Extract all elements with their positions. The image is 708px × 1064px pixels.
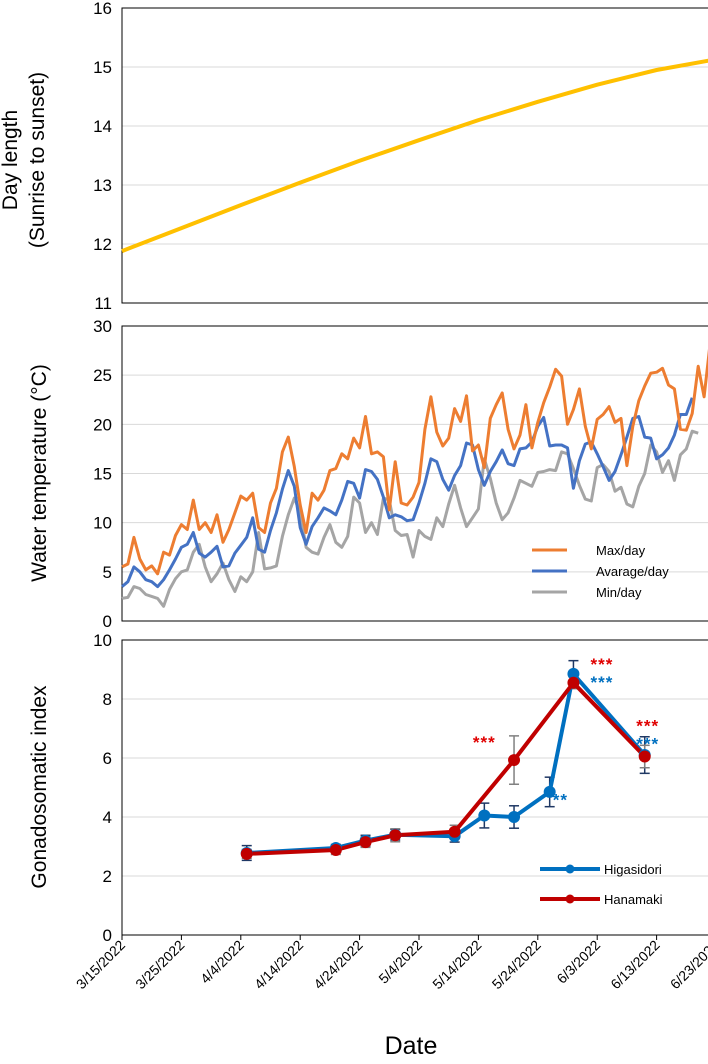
- hanamaki-point: [638, 750, 651, 763]
- legend-higasidori-marker: [565, 864, 575, 874]
- significance-stars: ***: [473, 733, 496, 752]
- x-tick-label: 3/25/2022: [132, 937, 188, 993]
- gsi-legend: Higasidori Hanamaki: [540, 862, 663, 907]
- higasidori-line: [246, 671, 647, 855]
- significance-stars: ***: [636, 734, 659, 753]
- y-tick-label: 11: [94, 294, 112, 313]
- y-tick-label: 6: [103, 749, 112, 768]
- x-tick-label: 4/4/2022: [197, 937, 247, 987]
- higasidori-point: [567, 667, 580, 680]
- x-tick-label: 3/15/2022: [73, 937, 129, 993]
- max-temp-line: [121, 348, 708, 576]
- water-temperature-ylabel: Water temperature (°C): [28, 364, 51, 582]
- y-tick-label: 25: [93, 366, 112, 385]
- y-tick-label: 12: [93, 235, 112, 254]
- hanamaki-point: [567, 676, 580, 689]
- x-tick-label: 6/13/2022: [607, 937, 663, 993]
- hanamaki-point: [359, 836, 372, 849]
- panel-day-length: 11 12 13 14 15 16 Day length (Sunrise to suns…: [0, 0, 708, 313]
- y-tick-label: 0: [103, 926, 112, 945]
- x-tick-label: 5/4/2022: [375, 937, 425, 987]
- y-tick-label: 2: [103, 867, 112, 886]
- panel-water-temperature-frame: [121, 325, 708, 622]
- day-length-ylabel-line2: (Sunrise to sunset): [26, 72, 49, 248]
- panel-gsi-frame: [121, 639, 708, 936]
- day-length-ylabel-line1: Day length: [0, 110, 22, 210]
- legend-hanamaki-marker: [565, 894, 575, 904]
- x-tick-label: 5/14/2022: [429, 937, 485, 993]
- y-tick-label: 30: [93, 317, 112, 336]
- x-tick-label: 4/24/2022: [310, 937, 366, 993]
- panel-day-length-frame: [121, 7, 708, 304]
- y-tick-label: 13: [93, 176, 112, 195]
- x-axis-title: Date: [385, 1032, 438, 1060]
- hanamaki-point: [240, 847, 253, 860]
- legend-max-day-label: Max/day: [596, 543, 646, 558]
- legend-hanamaki-label: Hanamaki: [604, 892, 663, 907]
- hanamaki-point: [329, 844, 342, 857]
- x-tick-label: 6/23/2022: [667, 937, 708, 993]
- gsi-ylabel: Gonadosomatic index: [28, 685, 51, 889]
- significance-stars: ***: [591, 673, 614, 692]
- temperature-legend: Max/day Avarage/day Min/day: [532, 543, 669, 600]
- x-tick-label: 4/14/2022: [251, 937, 307, 993]
- y-tick-label: 10: [93, 631, 112, 650]
- y-tick-label: 8: [103, 690, 112, 709]
- x-tick-label: 5/24/2022: [489, 937, 545, 993]
- significance-stars: ***: [591, 655, 614, 674]
- hanamaki-point: [389, 829, 402, 842]
- y-tick-label: 0: [103, 612, 112, 631]
- y-tick-label: 5: [103, 563, 112, 582]
- legend-average-day-label: Avarage/day: [596, 564, 669, 579]
- hanamaki-point: [448, 825, 461, 838]
- y-tick-label: 15: [93, 58, 112, 77]
- y-tick-label: 15: [93, 465, 112, 484]
- y-tick-label: 20: [93, 415, 112, 434]
- day-length-line: [121, 58, 708, 253]
- y-tick-label: 4: [103, 808, 112, 827]
- higasidori-point: [478, 809, 491, 822]
- higasidori-point: [508, 811, 521, 823]
- hanamaki-point: [508, 754, 521, 767]
- significance-stars: ***: [636, 717, 659, 736]
- y-tick-label: 16: [93, 0, 112, 18]
- legend-higasidori-label: Higasidori: [604, 862, 662, 877]
- x-tick-label: 6/3/2022: [553, 937, 603, 987]
- hanamaki-line: [246, 680, 647, 856]
- y-tick-label: 10: [93, 514, 112, 533]
- legend-min-day-label: Min/day: [596, 585, 642, 600]
- panel-water-temperature: 0 5 10 15 20 25 30 Max/day Avarage/day Min/day W…: [28, 317, 708, 631]
- significance-stars: **: [553, 790, 568, 809]
- average-temp-line: [121, 397, 694, 589]
- y-tick-label: 14: [93, 117, 112, 136]
- higasidori-point: [543, 785, 556, 798]
